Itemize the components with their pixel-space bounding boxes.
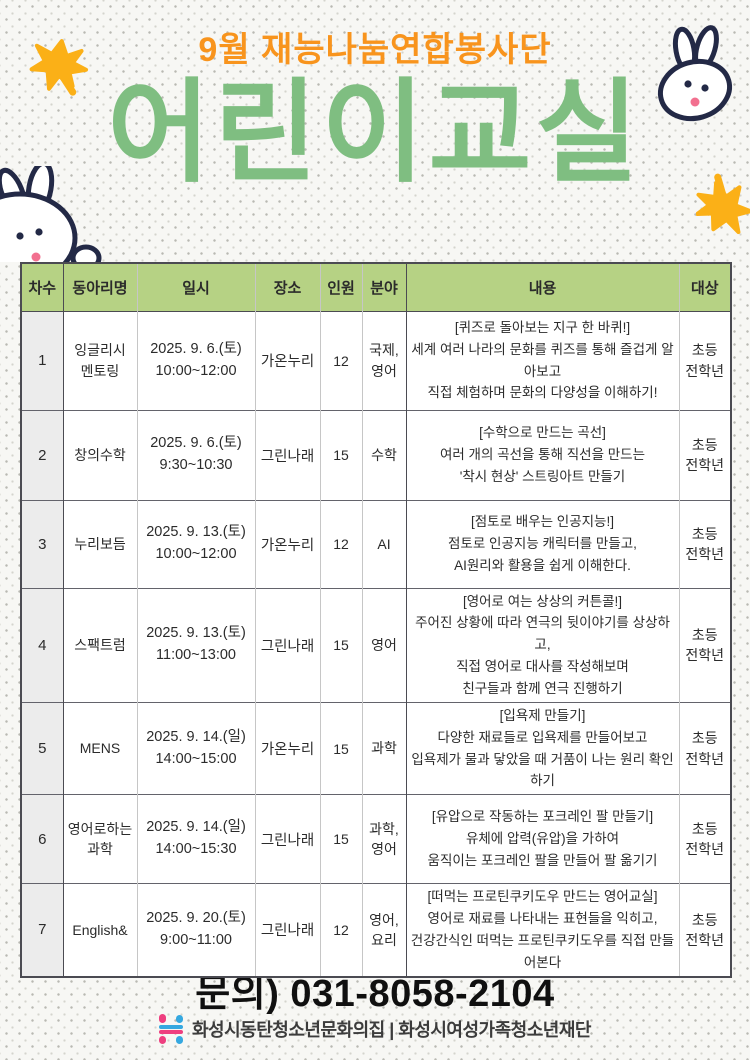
cell-datetime: 2025. 9. 14.(일) 14:00~15:00: [136, 701, 255, 795]
table-row: 2 창의수학 2025. 9. 6.(토) 9:30~10:30 그린나래 15 …: [21, 409, 731, 500]
cell-target: 초등 전학년: [678, 499, 731, 588]
poster-subtitle: 9월 재능나눔연합봉사단: [198, 31, 552, 69]
header-club: 동아리명: [62, 263, 137, 311]
cell-datetime: 2025. 9. 13.(토) 10:00~12:00: [136, 499, 255, 588]
cell-target: 초등 전학년: [678, 310, 731, 410]
cell-target: 초등 전학년: [678, 794, 731, 884]
cell-club: MENS: [62, 701, 137, 795]
cell-place: 그린나래: [254, 883, 320, 977]
cell-club: 잉글리시 멘토링: [62, 310, 137, 410]
leaf-icon: [696, 173, 750, 235]
table-row: 7 English& 2025. 9. 20.(토) 9:00~11:00 그린나…: [21, 883, 731, 977]
cell-session: 2: [21, 409, 63, 500]
cell-target: 초등 전학년: [678, 409, 731, 500]
cell-session: 1: [21, 310, 63, 410]
header-place: 장소: [254, 263, 320, 311]
time: 9:30~10:30: [159, 457, 233, 473]
date: 2025. 9. 6.(토): [150, 435, 242, 452]
cell-target: 초등 전학년: [678, 587, 731, 703]
leaf-icon: [29, 39, 89, 96]
header-session: 차수: [21, 263, 63, 311]
cell-content: [입욕제 만들기] 다양한 재료들로 입욕제를 만들어보고 입욕제가 물과 닿았…: [405, 701, 679, 795]
cell-place: 가온누리: [254, 310, 320, 410]
cell-club: 누리보듬: [62, 499, 137, 588]
time: 10:00~12:00: [155, 546, 237, 562]
cell-club: 창의수학: [62, 409, 137, 500]
cell-content: [퀴즈로 돌아보는 지구 한 바퀴!] 세계 여러 나라의 문화를 퀴즈를 통해…: [405, 310, 679, 410]
header-field: 분야: [361, 263, 406, 311]
cell-capacity: 15: [319, 794, 362, 884]
cell-datetime: 2025. 9. 20.(토) 9:00~11:00: [136, 883, 255, 977]
cell-capacity: 12: [319, 883, 362, 977]
time: 14:00~15:00: [155, 750, 237, 767]
time: 10:00~12:00: [155, 362, 237, 379]
cell-capacity: 12: [319, 310, 362, 410]
cell-place: 그린나래: [254, 794, 320, 884]
cell-content: [수학으로 만드는 곡선] 여러 개의 곡선을 통해 직선을 만드는 '착시 현…: [405, 409, 679, 500]
cell-datetime: 2025. 9. 6.(토) 10:00~12:00: [136, 310, 255, 410]
cell-session: 5: [21, 701, 63, 795]
cell-content: [떠먹는 프로틴쿠키도우 만드는 영어교실] 영어로 재료를 나타내는 표현들을…: [405, 883, 679, 977]
cell-datetime: 2025. 9. 13.(토) 11:00~13:00: [136, 587, 255, 703]
cell-capacity: 15: [319, 409, 362, 500]
cell-target: 초등 전학년: [678, 883, 731, 977]
date: 2025. 9. 14.(일): [146, 728, 246, 745]
cell-datetime: 2025. 9. 6.(토) 9:30~10:30: [136, 409, 255, 500]
cell-session: 6: [21, 794, 63, 884]
cell-capacity: 15: [319, 701, 362, 795]
header-target: 대상: [678, 263, 731, 311]
cell-datetime: 2025. 9. 14.(일) 14:00~15:30: [136, 794, 255, 884]
rabbit-icon: [657, 25, 733, 122]
cell-place: 가온누리: [254, 499, 320, 588]
contact-phone: 문의) 031-8058-2104: [195, 973, 555, 1015]
cell-capacity: 12: [319, 499, 362, 588]
header-datetime: 일시: [136, 263, 255, 311]
date: 2025. 9. 20.(토): [146, 910, 246, 927]
page-title: 어린이교실: [107, 70, 643, 195]
cell-place: 그린나래: [254, 587, 320, 703]
header-capacity: 인원: [319, 263, 362, 311]
schedule-table: 차수 동아리명 일시 장소 인원 분야 내용 대상 1 잉글리시 멘토링 202…: [20, 262, 732, 978]
cell-club: 영어로하는 과학: [62, 794, 137, 884]
cell-capacity: 15: [319, 587, 362, 703]
cell-field: 영어, 요리: [361, 883, 406, 977]
cell-content: [점토로 배우는 인공지능!] 점토로 인공지능 캐릭터를 만들고, AI원리와…: [405, 499, 679, 588]
time: 9:00~11:00: [160, 931, 232, 948]
cell-place: 그린나래: [254, 409, 320, 500]
cell-field: 국제, 영어: [361, 310, 406, 410]
cell-target: 초등 전학년: [678, 701, 731, 795]
cell-session: 7: [21, 883, 63, 977]
date: 2025. 9. 6.(토): [150, 340, 242, 357]
cell-field: AI: [361, 499, 406, 588]
time: 11:00~13:00: [156, 647, 236, 664]
header-content: 내용: [405, 263, 679, 311]
table-header-row: 차수 동아리명 일시 장소 인원 분야 내용 대상: [21, 263, 731, 311]
org-logo-icon: [159, 1014, 183, 1044]
date: 2025. 9. 13.(토): [146, 524, 246, 541]
cell-field: 수학: [361, 409, 406, 500]
table-row: 4 스팩트럼 2025. 9. 13.(토) 11:00~13:00 그린나래 1…: [21, 587, 731, 703]
table-row: 1 잉글리시 멘토링 2025. 9. 6.(토) 10:00~12:00 가온누…: [21, 310, 731, 410]
cell-field: 과학: [361, 701, 406, 795]
date: 2025. 9. 13.(토): [146, 625, 246, 642]
organizations-line: 화성시동탄청소년문화의집 | 화성시여성가족청소년재단: [0, 1014, 750, 1044]
cell-field: 과학, 영어: [361, 794, 406, 884]
organizations-text: 화성시동탄청소년문화의집 | 화성시여성가족청소년재단: [192, 1020, 591, 1040]
cell-club: English&: [62, 883, 137, 977]
cell-club: 스팩트럼: [62, 587, 137, 703]
table-row: 3 누리보듬 2025. 9. 13.(토) 10:00~12:00 가온누리 1…: [21, 499, 731, 588]
date: 2025. 9. 14.(일): [146, 819, 246, 836]
cell-field: 영어: [361, 587, 406, 703]
rabbit-icon: [0, 166, 102, 262]
table-row: 6 영어로하는 과학 2025. 9. 14.(일) 14:00~15:30 그린…: [21, 794, 731, 884]
cell-session: 3: [21, 499, 63, 588]
cell-content: [유압으로 작동하는 포크레인 팔 만들기] 유체에 압력(유압)을 가하여 움…: [405, 794, 679, 884]
time: 14:00~15:30: [155, 841, 237, 858]
cell-place: 가온누리: [254, 701, 320, 795]
table-row: 5 MENS 2025. 9. 14.(일) 14:00~15:00 가온누리 1…: [21, 701, 731, 795]
cell-session: 4: [21, 587, 63, 703]
cell-content: [영어로 여는 상상의 커튼콜!] 주어진 상황에 따라 연극의 뒷이야기를 상…: [405, 587, 679, 703]
